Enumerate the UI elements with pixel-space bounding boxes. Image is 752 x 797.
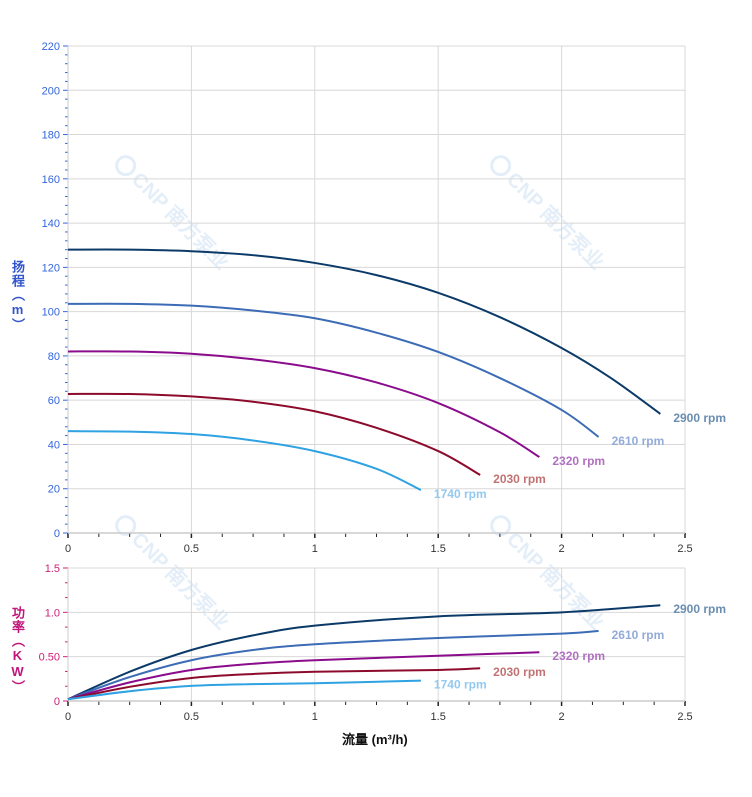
x-tick-label: 2.5 <box>677 711 692 723</box>
series-line-2320-rpm <box>67 651 540 701</box>
series-label-2610-rpm: 2610 rpm <box>612 434 665 448</box>
watermark-logo: CNP 南方泵业 <box>490 515 609 634</box>
y-tick-label: 120 <box>42 262 60 274</box>
series-line-2900-rpm <box>67 604 661 701</box>
y-tick-label: 0.50 <box>39 652 60 664</box>
y-tick-label: 0 <box>54 696 60 708</box>
y-tick-label: 80 <box>48 351 60 363</box>
series-label-1740-rpm: 1740 rpm <box>434 678 487 692</box>
x-tick-label: 0 <box>65 711 71 723</box>
series-line-2610-rpm <box>67 302 600 438</box>
watermark-logo-mark <box>490 155 512 177</box>
watermark-logo-text: CNP 南方泵业 <box>127 167 234 274</box>
series-line-2030-rpm <box>67 667 481 701</box>
y-tick-label: 20 <box>48 484 60 496</box>
series-label-1740-rpm: 1740 rpm <box>434 487 487 501</box>
series-line-1740-rpm <box>67 679 421 701</box>
series-label-2900-rpm: 2900 rpm <box>673 411 726 425</box>
watermark-logo-text: CNP 南方泵业 <box>502 527 609 634</box>
series-label-2030-rpm: 2030 rpm <box>493 472 546 486</box>
watermark-logo: CNP 南方泵业 <box>115 155 234 274</box>
series-label-2320-rpm: 2320 rpm <box>552 454 605 468</box>
head-axis-title: 扬程（m） <box>10 260 25 332</box>
x-tick-label: 0.5 <box>184 711 199 723</box>
x-tick-label: 1 <box>312 543 318 555</box>
series-line-2610-rpm <box>67 629 599 701</box>
y-tick-label: 160 <box>42 174 60 186</box>
x-tick-label: 1 <box>312 711 318 723</box>
x-tick-label: 2 <box>559 711 565 723</box>
x-axis-title: 流量 (m³/h) <box>342 732 408 747</box>
y-tick-label: 200 <box>42 85 60 97</box>
series-line-2320-rpm <box>67 350 540 458</box>
watermark-logo: CNP 南方泵业 <box>115 515 234 634</box>
y-tick-label: 60 <box>48 395 60 407</box>
series-label-2900-rpm: 2900 rpm <box>673 602 726 616</box>
x-tick-label: 0.5 <box>184 543 199 555</box>
series-label-2320-rpm: 2320 rpm <box>552 649 605 663</box>
series-line-1740-rpm <box>67 430 422 491</box>
power-axis-title: 功率（KW） <box>10 606 25 694</box>
series-label-2610-rpm: 2610 rpm <box>612 628 665 642</box>
x-tick-label: 0 <box>65 543 71 555</box>
y-tick-label: 220 <box>42 41 60 53</box>
y-tick-label: 1.5 <box>45 563 60 575</box>
series-line-2030-rpm <box>67 392 481 476</box>
y-tick-label: 140 <box>42 218 60 230</box>
y-tick-label: 0 <box>54 528 60 540</box>
y-tick-label: 100 <box>42 307 60 319</box>
watermark-logo: CNP 南方泵业 <box>490 155 609 274</box>
series-line-2900-rpm <box>67 248 661 415</box>
y-tick-label: 1.0 <box>45 607 60 619</box>
watermark-logo-text: CNP 南方泵业 <box>127 527 234 634</box>
x-tick-label: 1.5 <box>431 711 446 723</box>
watermark-logo-mark <box>490 515 512 537</box>
x-tick-label: 2.5 <box>677 543 692 555</box>
x-tick-label: 2 <box>559 543 565 555</box>
y-tick-label: 180 <box>42 130 60 142</box>
watermark-logo-mark <box>115 515 137 537</box>
series-label-2030-rpm: 2030 rpm <box>493 665 546 679</box>
x-tick-label: 1.5 <box>431 543 446 555</box>
y-tick-label: 40 <box>48 439 60 451</box>
watermark-logo-mark <box>115 155 137 177</box>
watermark-logo-text: CNP 南方泵业 <box>502 167 609 274</box>
